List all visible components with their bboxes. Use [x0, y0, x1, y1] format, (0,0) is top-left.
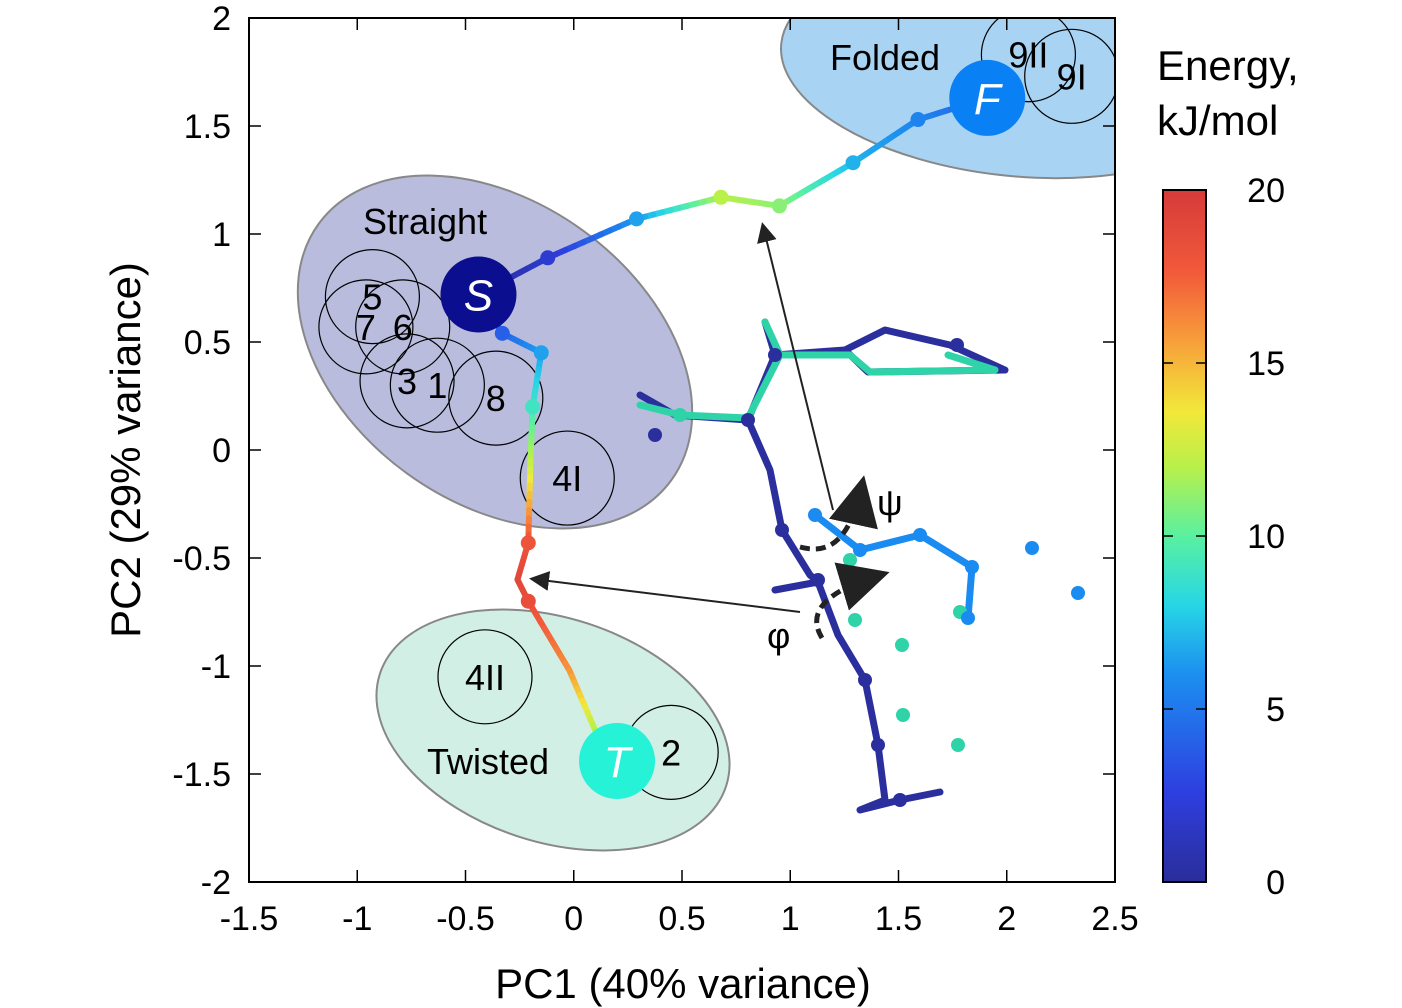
y-tick-label: -0.5 [172, 540, 231, 578]
region-twisted [375, 608, 731, 852]
path-point [845, 155, 861, 171]
y-tick-label: 0.5 [184, 324, 231, 362]
y-tick-label: -1.5 [172, 756, 231, 794]
x-tick-label: 0.5 [658, 900, 705, 938]
y-tick-label: -2 [201, 864, 231, 902]
psi-label: ψ [877, 482, 903, 523]
x-axis-title: PC1 (40% variance) [495, 960, 871, 1007]
path-point [910, 112, 926, 128]
state-marker-T [579, 723, 656, 800]
colorbar-tick-label: 15 [1247, 345, 1285, 383]
conformer-label-8: 8 [486, 378, 506, 419]
conformer-circle-8 [448, 350, 544, 446]
y-tick-label: 2 [212, 0, 231, 38]
y-tick-label: 1.5 [184, 108, 231, 146]
y-axis-title: PC2 (29% variance) [102, 262, 149, 638]
y-tick-label: 1 [212, 216, 231, 254]
path-point [540, 250, 556, 266]
conformer-label-1: 1 [427, 365, 447, 406]
colorbar-title-line1: Energy, [1157, 42, 1299, 89]
path-point [525, 399, 541, 415]
psi-rotation-arrow [799, 475, 878, 552]
phi-rotation-arrow [814, 562, 890, 640]
conformer-label-2: 2 [661, 732, 681, 773]
path-point [533, 345, 549, 361]
region-straight [296, 174, 694, 530]
conformer-circle-6 [355, 279, 451, 375]
colorbar-title-line2: kJ/mol [1157, 97, 1278, 144]
conformer-label-7: 7 [356, 307, 376, 348]
conformer-label-4I: 4I [552, 458, 582, 499]
conformer-circle-9I [1024, 28, 1115, 124]
conformer-circle-4II [437, 629, 533, 725]
path-point [494, 325, 510, 341]
x-tick-label: 1 [781, 900, 800, 938]
conformer-label-9I: 9I [1057, 56, 1087, 97]
state-label-F: F [974, 75, 1003, 124]
conformer-circle-7 [318, 279, 414, 375]
region-label-twisted: Twisted [427, 741, 549, 782]
x-tick-label: 2 [997, 900, 1016, 938]
x-tick-label: 1.5 [875, 900, 922, 938]
conformer-label-6: 6 [393, 307, 413, 348]
x-tick-label: -0.5 [436, 900, 495, 938]
conformer-label-4II: 4II [465, 657, 505, 698]
arrow-to-barrier-top [757, 222, 834, 511]
path-point [771, 198, 787, 214]
path-point [520, 593, 536, 609]
x-tick-label: -1 [342, 900, 372, 938]
state-label-T: T [604, 738, 634, 787]
conformer-circle-5 [324, 249, 421, 345]
path-point [520, 535, 536, 551]
colorbar-tick-label: 20 [1247, 172, 1285, 210]
y-tick-label: 0 [212, 432, 231, 470]
conformer-circle-9II [980, 18, 1076, 103]
molecule-structure [636, 318, 1085, 814]
path-point [713, 189, 729, 205]
path-point [629, 211, 645, 227]
state-label-S: S [464, 271, 493, 320]
conformer-label-3: 3 [397, 361, 417, 402]
conformer-label-9II: 9II [1008, 35, 1048, 76]
state-marker-S [440, 256, 517, 333]
state-marker-F [949, 59, 1026, 136]
x-tick-label: 2.5 [1091, 900, 1138, 938]
x-tick-label: -1.5 [220, 900, 279, 938]
colorbar-tick-label: 5 [1266, 691, 1285, 729]
conformer-circle-4I [519, 430, 615, 526]
arrow-to-barrier-bottom [529, 571, 801, 613]
conformer-circle-3 [359, 333, 455, 429]
x-tick-label: 0 [564, 900, 583, 938]
y-tick-label: -1 [201, 648, 231, 686]
colorbar-tick-label: 0 [1266, 864, 1285, 902]
phi-label: φ [767, 615, 790, 656]
region-folded [780, 18, 1115, 180]
region-label-folded: Folded [830, 37, 940, 78]
conformer-circle-1 [389, 337, 485, 433]
colorbar-tick-label: 10 [1247, 518, 1285, 556]
region-label-straight: Straight [363, 201, 487, 242]
